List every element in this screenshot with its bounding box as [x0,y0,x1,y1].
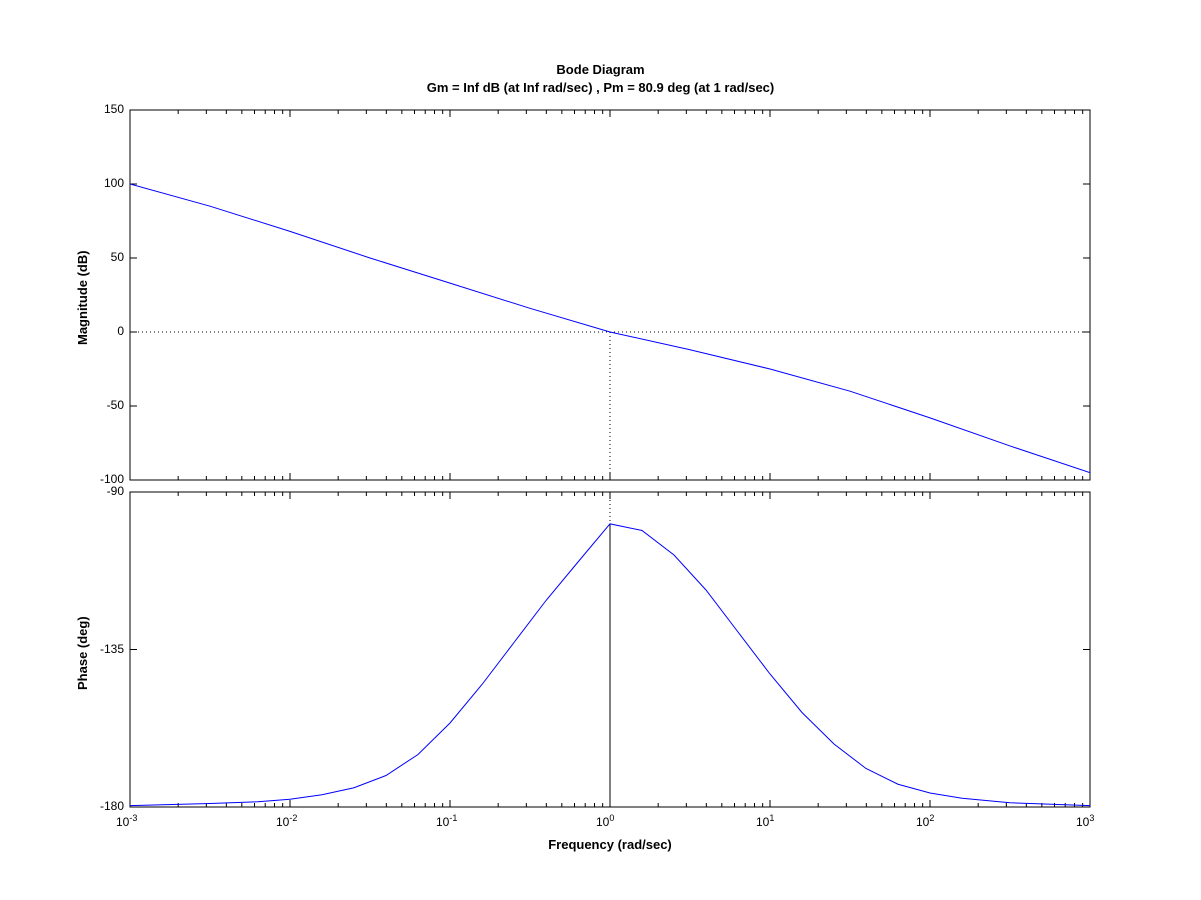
magnitude-ylabel: Magnitude (dB) [75,250,90,345]
magnitude-ytick: 0 [117,324,124,338]
magnitude-ytick: 100 [104,176,124,190]
frequency-xtick: 100 [596,813,614,829]
phase-plot [0,0,1201,900]
frequency-xtick: 102 [916,813,934,829]
frequency-xtick: 101 [756,813,774,829]
phase-ylabel: Phase (deg) [75,616,90,690]
phase-ytick: -135 [100,642,124,656]
magnitude-ytick: 150 [104,102,124,116]
magnitude-ytick: -50 [107,398,124,412]
magnitude-ytick: 50 [111,250,124,264]
phase-ytick: -180 [100,799,124,813]
frequency-xtick: 10-1 [436,813,457,829]
frequency-xtick: 103 [1076,813,1094,829]
bode-figure: Bode Diagram Gm = Inf dB (at Inf rad/sec… [0,0,1201,900]
frequency-xlabel: Frequency (rad/sec) [130,837,1090,852]
frequency-xtick: 10-3 [116,813,137,829]
phase-ytick: -90 [107,484,124,498]
frequency-xtick: 10-2 [276,813,297,829]
